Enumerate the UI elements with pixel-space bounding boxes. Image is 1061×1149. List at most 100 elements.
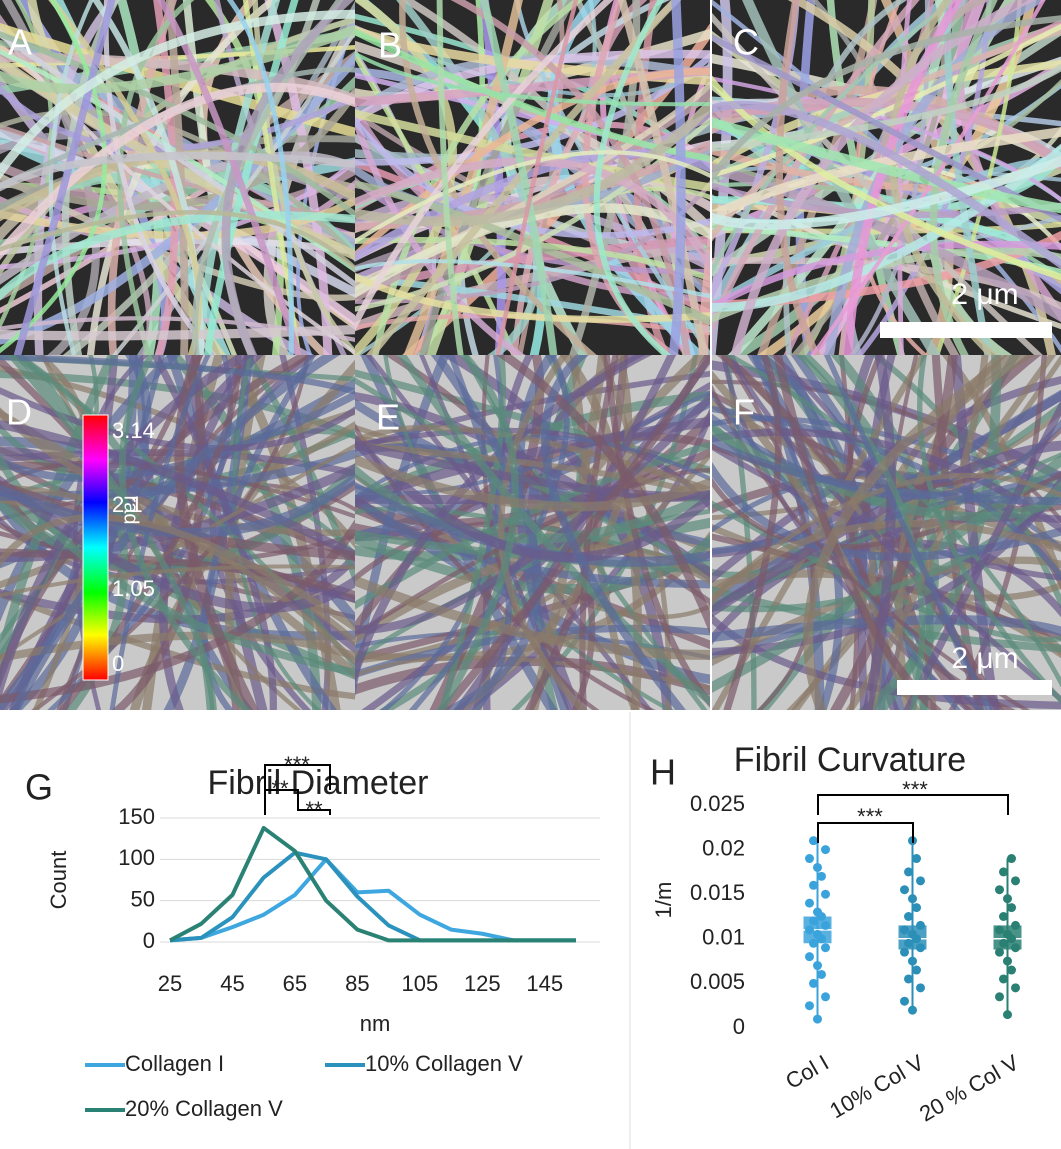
sig-label: ***	[902, 777, 928, 802]
fibril	[355, 28, 710, 162]
data-point	[1003, 894, 1012, 904]
sig-label: ***	[284, 752, 310, 777]
fibril	[803, 355, 1024, 710]
fibril	[9, 355, 340, 710]
micrograph	[0, 355, 355, 710]
fibril	[712, 520, 1061, 606]
sig-bracket	[264, 789, 299, 815]
x-tick-label: 10% Col V	[825, 1050, 928, 1124]
data-point	[999, 938, 1008, 948]
fibril	[355, 49, 710, 125]
data-point	[1003, 929, 1012, 939]
x-tick-label: 145	[526, 971, 563, 996]
colorbar-tick: 1.05	[112, 576, 155, 601]
y-tick-label: 0.005	[690, 969, 745, 994]
data-point	[999, 974, 1008, 984]
fibril	[0, 590, 355, 700]
fibril	[0, 355, 355, 396]
data-point	[821, 845, 830, 855]
data-point	[995, 885, 1004, 895]
fibril	[0, 475, 355, 613]
scale-label: 2 μm	[951, 278, 1018, 311]
chart-title: Fibril Diameter	[207, 764, 428, 802]
data-point	[809, 916, 818, 926]
data-point	[805, 854, 814, 864]
fibril	[712, 15, 1061, 184]
sig-bracket	[817, 794, 1009, 815]
colorbar-tick: 2.1	[112, 492, 143, 517]
fibril	[355, 454, 710, 512]
data-point	[916, 920, 925, 930]
fibril	[712, 440, 1061, 618]
fibril	[447, 355, 513, 710]
fibril	[712, 34, 1061, 223]
fibril	[712, 156, 1061, 230]
panel-label: D	[6, 392, 32, 433]
fibril	[497, 355, 587, 710]
fibril	[0, 210, 355, 272]
fibril	[355, 424, 710, 494]
data-point	[813, 961, 822, 971]
y-tick-label: 150	[118, 804, 155, 829]
fibril	[355, 54, 710, 120]
legend-label: Collagen I	[125, 1051, 224, 1076]
scale-label: 2 μm	[951, 642, 1018, 675]
data-point	[813, 929, 822, 939]
sig-label: ***	[857, 804, 883, 829]
legend-label: 10% Collagen V	[365, 1051, 523, 1076]
fibril	[355, 193, 710, 272]
fibril	[712, 613, 1061, 710]
data-point	[1003, 1010, 1012, 1020]
data-point	[817, 871, 826, 881]
x-tick-label: 45	[220, 971, 244, 996]
fibril	[581, 0, 681, 355]
data-point	[912, 965, 921, 975]
data-point	[904, 938, 913, 948]
data-point	[916, 876, 925, 886]
fibril	[948, 355, 1047, 710]
data-point	[821, 920, 830, 930]
data-point	[821, 889, 830, 899]
fibril	[355, 0, 614, 332]
fibril	[419, 0, 576, 355]
data-point	[805, 898, 814, 908]
chart-title: Fibril Curvature	[734, 741, 966, 779]
data-point	[916, 983, 925, 993]
fibril	[603, 355, 710, 708]
fibril	[355, 259, 710, 299]
fibril	[13, 0, 116, 355]
data-point	[813, 1014, 822, 1024]
fibril	[355, 157, 710, 272]
data-point	[821, 992, 830, 1002]
data-point	[908, 929, 917, 939]
y-tick-label: 0.025	[690, 791, 745, 816]
data-point	[908, 894, 917, 904]
fibril	[0, 211, 355, 301]
panel-label: C	[733, 22, 759, 63]
data-point	[1003, 956, 1012, 966]
y-axis-label: 1/m	[651, 882, 676, 919]
fibril	[0, 27, 355, 355]
fibril	[232, 355, 322, 710]
series-line	[169, 857, 576, 943]
y-tick-label: 0.015	[690, 880, 745, 905]
fibril	[0, 9, 355, 180]
fibril	[773, 355, 943, 710]
y-tick-label: 100	[118, 845, 155, 870]
fibril	[430, 355, 543, 710]
fibril	[436, 355, 519, 710]
fibril	[541, 355, 687, 710]
sig-label: **	[305, 797, 323, 822]
panel-label: F	[733, 392, 755, 433]
fibril	[91, 0, 205, 355]
data-point	[912, 854, 921, 864]
data-point	[1011, 920, 1020, 930]
fibril	[111, 355, 206, 710]
data-point	[821, 943, 830, 953]
colorbar-label: rad	[120, 496, 142, 525]
fibril	[355, 150, 710, 244]
data-point	[809, 978, 818, 988]
fibril	[436, 0, 464, 355]
fibril	[372, 0, 584, 355]
